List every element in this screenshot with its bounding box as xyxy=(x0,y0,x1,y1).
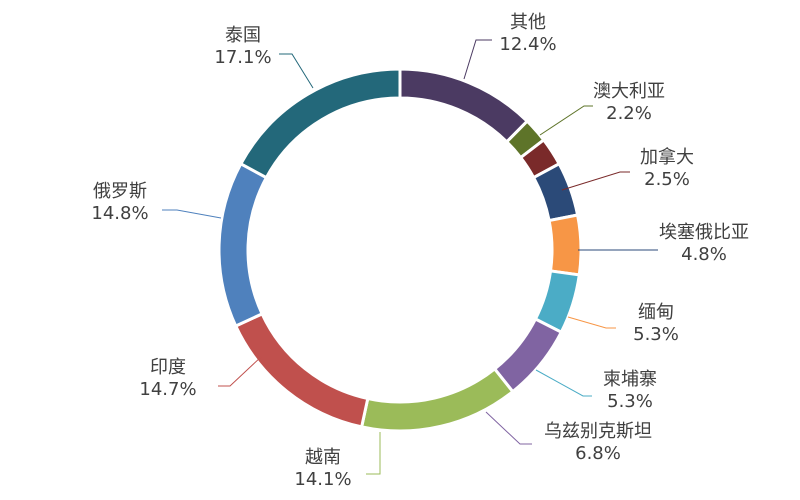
slice-5-percent: 5.3% xyxy=(607,391,653,412)
leader-lines-group xyxy=(162,39,658,475)
slice-4-wedge xyxy=(547,213,583,277)
slice-6-label: 乌兹别克斯坦 xyxy=(544,421,652,442)
slice-3-label: 埃塞俄比亚 xyxy=(659,222,749,243)
slice-5-leader-line xyxy=(535,369,592,397)
slice-10-wedge xyxy=(238,67,402,180)
slice-1-label: 澳大利亚 xyxy=(593,81,665,102)
slice-10-leader-line xyxy=(279,53,314,89)
slice-10-percent: 17.1% xyxy=(214,47,271,68)
slice-5-label: 柬埔寨 xyxy=(603,369,657,390)
slice-4-label: 缅甸 xyxy=(638,302,674,323)
slice-6-percent: 6.8% xyxy=(575,443,621,464)
slice-7-wedge xyxy=(359,366,515,433)
slice-8-label: 印度 xyxy=(150,357,186,378)
slice-1-leader-line xyxy=(539,105,593,136)
slice-7-leader-line xyxy=(366,432,381,475)
slice-2-label: 加拿大 xyxy=(640,146,694,168)
slice-0-label: 其他 xyxy=(510,12,546,33)
slice-7-percent: 14.1% xyxy=(294,469,351,490)
slice-1-percent: 2.2% xyxy=(606,103,652,124)
slice-8-wedge xyxy=(233,311,370,429)
slice-0-leader-line xyxy=(463,39,492,80)
slice-4-leader-line xyxy=(567,316,616,329)
slice-2-leader-line xyxy=(561,171,630,191)
slice-3-percent: 4.8% xyxy=(681,244,727,265)
slice-7-label: 越南 xyxy=(305,447,341,468)
slice-6-leader-line xyxy=(485,411,532,445)
slice-9-label: 俄罗斯 xyxy=(93,181,147,202)
slice-9-leader-line xyxy=(162,209,222,219)
slice-2-percent: 2.5% xyxy=(644,169,690,190)
slice-8-leader-line xyxy=(218,355,263,387)
labels-group: 其他12.4%澳大利亚2.2%加拿大2.5%埃塞俄比亚4.8%缅甸5.3%柬埔寨… xyxy=(91,12,749,490)
slice-0-percent: 12.4% xyxy=(499,34,556,55)
slices-group xyxy=(217,67,583,433)
slice-0-wedge xyxy=(398,67,530,144)
slice-4-percent: 5.3% xyxy=(633,324,679,345)
slice-9-wedge xyxy=(217,161,269,329)
slice-9-percent: 14.8% xyxy=(91,203,148,224)
slice-8-percent: 14.7% xyxy=(139,379,196,400)
slice-10-label: 泰国 xyxy=(225,25,261,46)
